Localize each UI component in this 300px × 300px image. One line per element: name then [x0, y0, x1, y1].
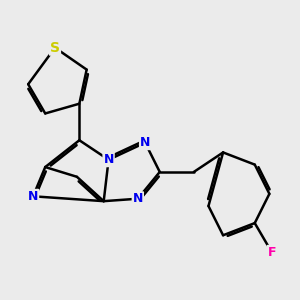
Text: S: S	[50, 41, 60, 55]
Text: N: N	[133, 192, 143, 205]
Text: N: N	[140, 136, 150, 149]
Text: N: N	[28, 190, 38, 203]
Text: F: F	[268, 246, 276, 259]
Text: N: N	[103, 153, 114, 166]
